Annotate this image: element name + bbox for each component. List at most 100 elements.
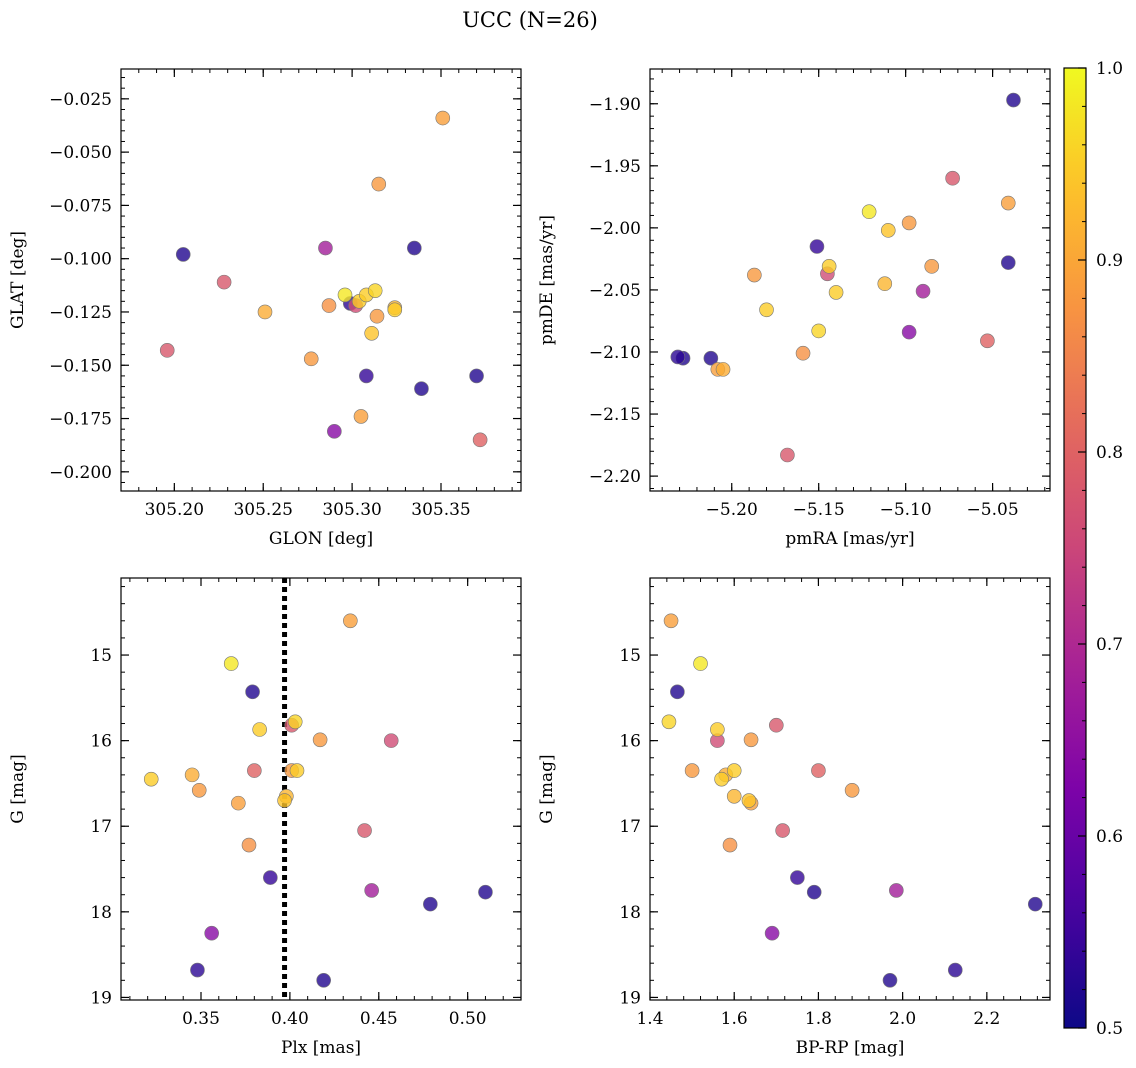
data-point <box>1000 255 1016 270</box>
data-point <box>821 259 837 274</box>
data-point <box>1006 92 1021 108</box>
data-point <box>241 837 257 853</box>
data-point <box>247 763 262 778</box>
data-point <box>387 302 403 318</box>
data-point <box>469 368 484 384</box>
data-point <box>216 274 232 290</box>
data-point <box>343 613 358 629</box>
x-tick-label: 2.2 <box>973 1009 1000 1029</box>
x-tick-label: 305.35 <box>411 500 470 520</box>
colorbar-tick-label: 1.0 <box>1096 59 1123 79</box>
subplot-2: −5.20 −5.15 −5.10 −5.05 −1.90 −1.95 −2.00 −2.05… <box>537 68 1051 549</box>
data-point <box>316 973 331 988</box>
data-point <box>828 285 844 300</box>
data-point <box>945 170 960 186</box>
data-point <box>811 763 826 778</box>
colorbar-gradient <box>1063 67 1087 1029</box>
y-tick-label: −0.025 <box>49 90 112 110</box>
data-point <box>359 368 374 384</box>
y-tick-label: −2.20 <box>589 467 641 487</box>
data-layer <box>143 578 493 1000</box>
x-tick-label: 2.0 <box>889 1009 916 1029</box>
data-point <box>661 714 677 730</box>
data-point <box>747 267 762 283</box>
data-point <box>371 176 387 192</box>
data-point <box>383 733 399 748</box>
data-point <box>143 771 159 787</box>
y-tick-label: 19 <box>90 988 112 1008</box>
data-point <box>710 722 725 737</box>
data-point <box>252 722 267 737</box>
data-point <box>670 349 686 365</box>
data-point <box>257 304 273 320</box>
data-point <box>924 259 940 274</box>
x-tick-label: 305.25 <box>233 500 292 520</box>
x-tick-label: 305.20 <box>145 500 204 520</box>
data-point <box>741 793 757 808</box>
data-point <box>184 767 200 783</box>
data-point <box>407 240 422 256</box>
data-point <box>980 333 995 349</box>
data-point <box>159 343 175 358</box>
x-tick-label: 305.30 <box>322 500 381 520</box>
data-point <box>703 350 719 366</box>
y-tick-label: 15 <box>619 646 641 666</box>
data-point <box>472 432 488 448</box>
axes-frame <box>120 68 522 492</box>
data-point <box>880 223 896 238</box>
data-point <box>809 239 825 254</box>
x-tick-label: 0.45 <box>360 1009 398 1029</box>
data-point <box>303 351 319 367</box>
x-axis-label: pmRA [mas/yr] <box>785 529 914 549</box>
data-point <box>321 298 337 313</box>
data-point <box>414 381 429 396</box>
y-tick-label: −2.05 <box>589 281 641 301</box>
y-tick-label: 18 <box>619 903 641 923</box>
data-point <box>901 324 917 340</box>
data-point <box>726 763 742 778</box>
data-point <box>806 884 822 900</box>
data-point <box>478 884 493 900</box>
data-point <box>367 283 383 298</box>
x-tick-label: −5.15 <box>793 500 845 520</box>
y-tick-label: −0.200 <box>49 463 112 483</box>
x-tick-label: 1.4 <box>636 1009 663 1029</box>
x-tick-label: 0.50 <box>449 1009 487 1029</box>
figure-title: UCC (N=26) <box>462 8 598 32</box>
data-point <box>877 276 893 292</box>
data-point <box>287 714 303 730</box>
data-point <box>901 215 917 231</box>
data-point <box>861 204 877 220</box>
y-tick-label: 19 <box>619 988 641 1008</box>
y-tick-label: −0.100 <box>49 250 112 270</box>
y-axis-label: G [mag] <box>537 754 557 823</box>
data-point <box>795 345 811 361</box>
y-tick-label: 17 <box>619 817 641 837</box>
data-point <box>364 883 379 898</box>
data-point <box>811 323 826 339</box>
x-tick-label: −5.10 <box>880 500 932 520</box>
data-point <box>663 613 679 629</box>
data-point <box>1000 195 1016 211</box>
data-layer <box>661 613 1043 988</box>
data-layer <box>159 110 488 448</box>
data-point <box>435 110 451 126</box>
data-point <box>780 447 795 463</box>
data-point <box>889 883 904 898</box>
data-point <box>790 870 805 885</box>
data-point <box>245 684 260 700</box>
data-point <box>714 771 729 787</box>
data-point <box>327 424 342 439</box>
data-point <box>223 656 239 671</box>
data-point <box>263 870 278 885</box>
y-tick-label: −0.125 <box>49 303 112 323</box>
data-point <box>357 823 372 838</box>
data-point <box>337 287 353 303</box>
y-tick-label: 18 <box>90 903 112 923</box>
y-axis-label: pmDE [mas/yr] <box>537 215 557 345</box>
colorbar-tick-label: 0.5 <box>1096 1019 1123 1039</box>
colorbar-tick-label: 0.9 <box>1096 251 1123 271</box>
data-point <box>769 717 784 733</box>
data-point <box>775 823 790 838</box>
y-tick-label: −2.10 <box>589 343 641 363</box>
